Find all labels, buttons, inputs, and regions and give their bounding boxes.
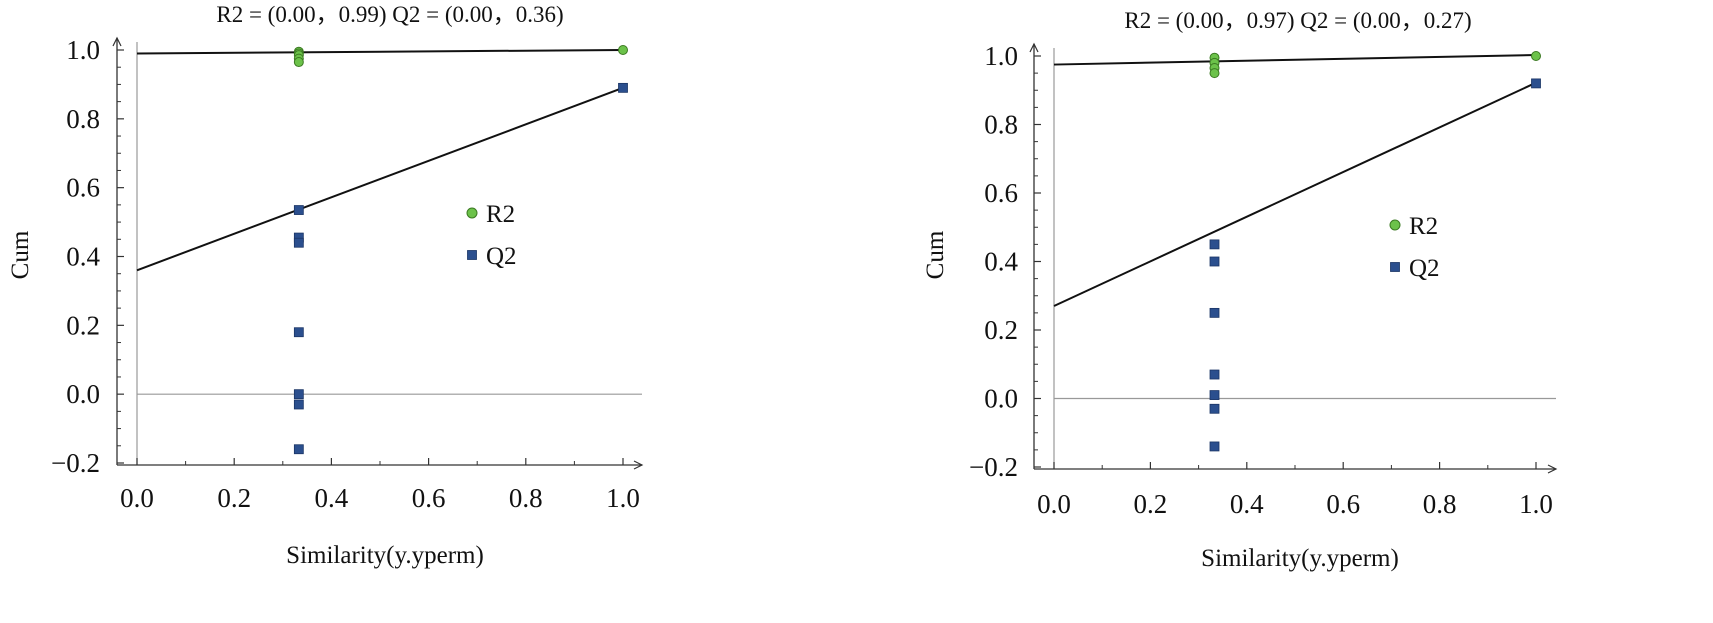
x-tick-label: 1.0 (1519, 489, 1553, 519)
data-point-q2 (293, 327, 304, 338)
x-axis-arrow (633, 460, 644, 470)
y-tick-label: 0.4 (66, 242, 100, 272)
chart-title: R2 = (0.00，0.99) Q2 = (0.00，0.36) (216, 2, 563, 27)
x-tick-label: 0.0 (120, 483, 154, 513)
regression-line-q2 (136, 86, 624, 272)
data-point-q2 (618, 82, 628, 93)
legend-q2-label: Q2 (486, 243, 517, 270)
legend: R2 Q2 (466, 201, 517, 270)
data-point-r2 (1531, 51, 1541, 61)
regression-line-r2 (1053, 53, 1537, 66)
data-point-q2 (1209, 369, 1220, 380)
x-tick-label: 0.2 (217, 483, 251, 513)
x-tick-label: 1.0 (606, 483, 640, 513)
y-tick-label: 0.2 (66, 310, 100, 340)
x-tick-label: 0.8 (509, 483, 543, 513)
x-tick-label: 0.0 (1037, 489, 1071, 519)
legend-r2-marker (1389, 219, 1401, 231)
regression-line-r2 (136, 49, 624, 55)
y-axis-arrow (112, 36, 122, 47)
data-point-q2 (1209, 239, 1220, 250)
y-tick-label: 0.0 (66, 379, 100, 409)
y-tick-label: −0.2 (969, 452, 1018, 482)
legend-r2-label: R2 (486, 201, 515, 228)
data-point-q2 (1209, 390, 1220, 400)
y-tick-label: 0.4 (984, 247, 1018, 277)
y-tick-label: 0.0 (984, 384, 1018, 414)
chart-2: R2 = (0.00，0.97) Q2 = (0.00，0.27) −0.2 0.0… (922, 8, 1558, 572)
chart-1: R2 = (0.00，0.99) Q2 = (0.00，0.36) −0.2 0.0… (7, 2, 644, 569)
data-point-q2 (293, 444, 304, 455)
data-point-r2 (618, 45, 628, 55)
legend-q2-marker (1390, 262, 1400, 272)
data-point-q2 (293, 399, 304, 410)
legend-q2-marker (467, 250, 477, 260)
y-tick-label: 0.8 (66, 104, 100, 134)
x-tick-label: 0.4 (315, 483, 349, 513)
data-point-q2 (1209, 441, 1220, 452)
legend-r2-label: R2 (1409, 213, 1438, 240)
x-tick-label: 0.4 (1230, 489, 1264, 519)
x-tick-label: 0.2 (1134, 489, 1168, 519)
data-point-r2 (1209, 68, 1220, 79)
data-point-q2 (1209, 256, 1220, 267)
x-axis-arrow (1547, 464, 1558, 474)
chart-title: R2 = (0.00，0.97) Q2 = (0.00，0.27) (1124, 8, 1471, 33)
x-tick-label: 0.6 (412, 483, 446, 513)
data-point-q2 (293, 205, 304, 215)
data-point-q2 (293, 389, 304, 400)
regression-line-q2 (1053, 81, 1537, 307)
y-tick-label: 1.0 (66, 35, 100, 65)
y-tick-label: 0.6 (984, 178, 1018, 208)
y-tick-label: 1.0 (984, 41, 1018, 71)
data-point-r2 (293, 57, 304, 68)
data-point-q2 (293, 237, 304, 248)
x-tick-label: 0.6 (1326, 489, 1360, 519)
x-axis-title: Similarity(y.yperm) (286, 542, 484, 569)
x-axis-title: Similarity(y.yperm) (1201, 545, 1399, 572)
x-tick-label: 0.8 (1423, 489, 1457, 519)
y-axis-title: Cum (7, 230, 34, 279)
y-tick-label: 0.8 (984, 110, 1018, 140)
data-point-q2 (1531, 78, 1541, 89)
legend-q2-label: Q2 (1409, 255, 1440, 282)
data-point-q2 (1209, 403, 1220, 414)
legend: R2 Q2 (1389, 213, 1440, 282)
legend-r2-marker (466, 207, 478, 219)
y-tick-label: 0.2 (984, 315, 1018, 345)
y-tick-label: −0.2 (51, 448, 100, 478)
y-axis-title: Cum (922, 230, 949, 279)
y-axis-arrow (1029, 42, 1039, 53)
data-point-q2 (1209, 307, 1220, 318)
y-tick-label: 0.6 (66, 173, 100, 203)
